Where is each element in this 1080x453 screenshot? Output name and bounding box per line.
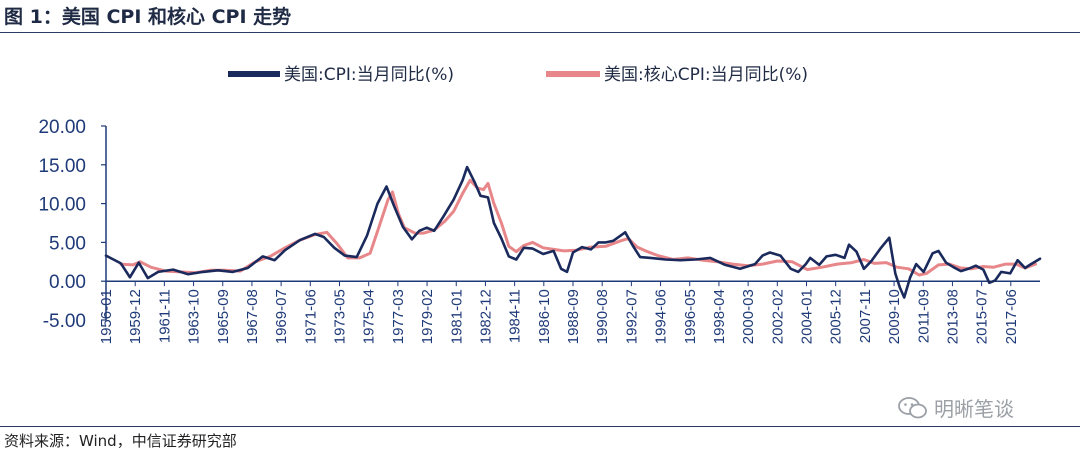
x-tick-label: 1973-05: [332, 289, 349, 344]
series-line-cpi: [104, 165, 1042, 299]
watermark-text: 明晰笔谈: [934, 397, 1014, 421]
x-tick-label: 1988-09: [565, 289, 582, 344]
cpi-line-chart: 美国:CPI:当月同比(%) 美国:核心CPI:当月同比(%) 20.00 15.…: [38, 65, 1042, 344]
x-tick-label: 1996-05: [682, 289, 699, 344]
y-tick-label: 10.00: [38, 195, 86, 216]
x-tick-label: 2002-02: [769, 289, 786, 344]
legend: 美国:CPI:当月同比(%) 美国:核心CPI:当月同比(%): [228, 65, 808, 85]
x-tick-label: 1984-11: [507, 289, 524, 343]
legend-label-core-cpi: 美国:核心CPI:当月同比(%): [604, 65, 808, 85]
x-tick-label: 2013-08: [944, 289, 961, 344]
x-tick-label: 1956-01: [98, 289, 115, 344]
y-tick-label: 0.00: [49, 272, 86, 293]
x-tick-label: 2017-06: [1003, 289, 1020, 344]
bottom-rule: [0, 426, 1080, 427]
x-tick-label: 1992-07: [623, 289, 640, 344]
watermark: 明晰笔谈: [898, 393, 1014, 422]
x-axis-ticks: 1956-01 1959-12 1961-11 1963-10 1965-09 1967-…: [98, 281, 1020, 344]
y-tick-label: 5.00: [49, 233, 86, 254]
x-tick-label: 2007-11: [857, 289, 874, 343]
y-tick-label: -5.00: [43, 311, 86, 332]
x-tick-label: 2015-07: [974, 289, 991, 344]
x-tick-label: 1971-06: [302, 289, 319, 344]
series-lines: [104, 165, 1042, 299]
y-axis-ticks: 20.00 15.00 10.00 5.00 0.00 -5.00: [38, 117, 106, 332]
x-tick-label: 1998-04: [711, 289, 728, 344]
x-tick-label: 1981-01: [448, 289, 465, 344]
x-tick-label: 1975-04: [361, 289, 378, 344]
top-rule: [0, 32, 1080, 33]
x-tick-label: 1977-03: [390, 289, 407, 344]
y-tick-label: 15.00: [38, 156, 86, 177]
x-tick-label: 1982-12: [477, 289, 494, 344]
x-tick-label: 1969-07: [273, 289, 290, 344]
x-tick-label: 2005-12: [828, 289, 845, 344]
x-tick-label: 1959-12: [127, 289, 144, 344]
x-tick-label: 2011-09: [915, 289, 932, 343]
x-tick-label: 1967-08: [244, 289, 261, 344]
x-tick-label: 2009-10: [886, 289, 903, 344]
x-tick-label: 1963-10: [186, 289, 203, 344]
source-note: 资料来源：Wind，中信证券研究部: [4, 432, 237, 450]
x-tick-label: 2004-01: [799, 289, 816, 344]
x-tick-label: 2000-03: [740, 289, 757, 344]
x-tick-label: 1979-02: [419, 289, 436, 344]
x-tick-label: 1990-08: [594, 289, 611, 344]
legend-label-cpi: 美国:CPI:当月同比(%): [284, 65, 454, 85]
wechat-icon: [898, 396, 927, 418]
figure-title: 图 1：美国 CPI 和核心 CPI 走势: [4, 6, 292, 28]
x-tick-label: 1994-06: [653, 289, 670, 344]
x-tick-label: 1961-11: [156, 289, 173, 343]
y-tick-label: 20.00: [38, 117, 86, 138]
x-tick-label: 1986-10: [536, 289, 553, 344]
x-tick-label: 1965-09: [215, 289, 232, 344]
